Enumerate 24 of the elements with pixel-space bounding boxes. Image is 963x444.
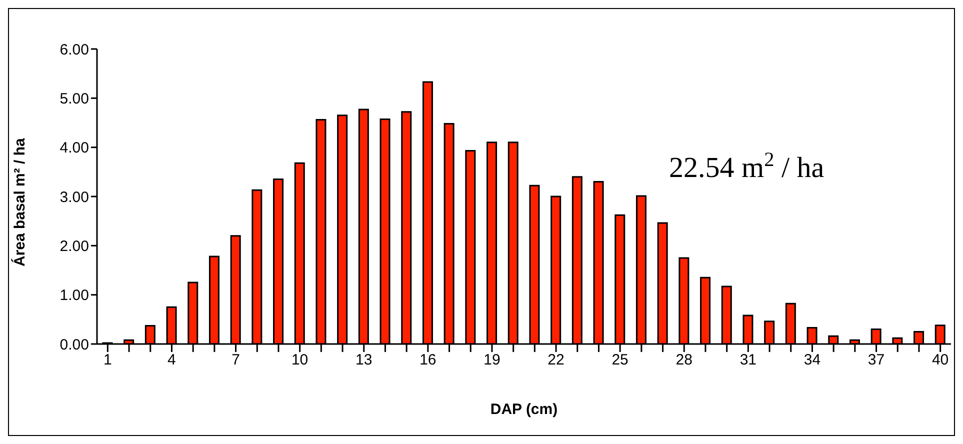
x-tick-label: 4 xyxy=(168,352,176,369)
x-tick-label: 7 xyxy=(232,352,240,369)
x-tick-label: 19 xyxy=(484,352,500,369)
x-tick-label: 34 xyxy=(804,352,821,369)
x-tick-label: 22 xyxy=(548,352,564,369)
x-tick-label: 28 xyxy=(676,352,692,369)
x-tick-label: 40 xyxy=(932,352,949,369)
x-tick-label: 13 xyxy=(356,352,372,369)
y-tick-label: 6.00 xyxy=(60,41,89,58)
x-tick-label: 37 xyxy=(868,352,885,369)
x-tick-label: 1 xyxy=(104,352,112,369)
y-tick-label: 2.00 xyxy=(60,238,89,255)
y-axis-title: Área basal m² / ha xyxy=(10,137,28,266)
y-tick-label: 4.00 xyxy=(60,140,89,157)
y-tick-label: 1.00 xyxy=(60,287,89,304)
x-tick-label: 31 xyxy=(740,352,757,369)
x-tick-label: 25 xyxy=(612,352,628,369)
y-tick-label: 5.00 xyxy=(60,90,89,108)
x-axis-title: DAP (cm) xyxy=(490,401,558,418)
y-tick-label: 0.00 xyxy=(60,336,89,354)
y-tick-label: 3.00 xyxy=(60,188,89,206)
x-tick-label: 10 xyxy=(291,352,308,369)
x-tick-label: 16 xyxy=(420,352,436,369)
annotation: 22.54 m$^{2}$ / ha xyxy=(669,149,824,184)
